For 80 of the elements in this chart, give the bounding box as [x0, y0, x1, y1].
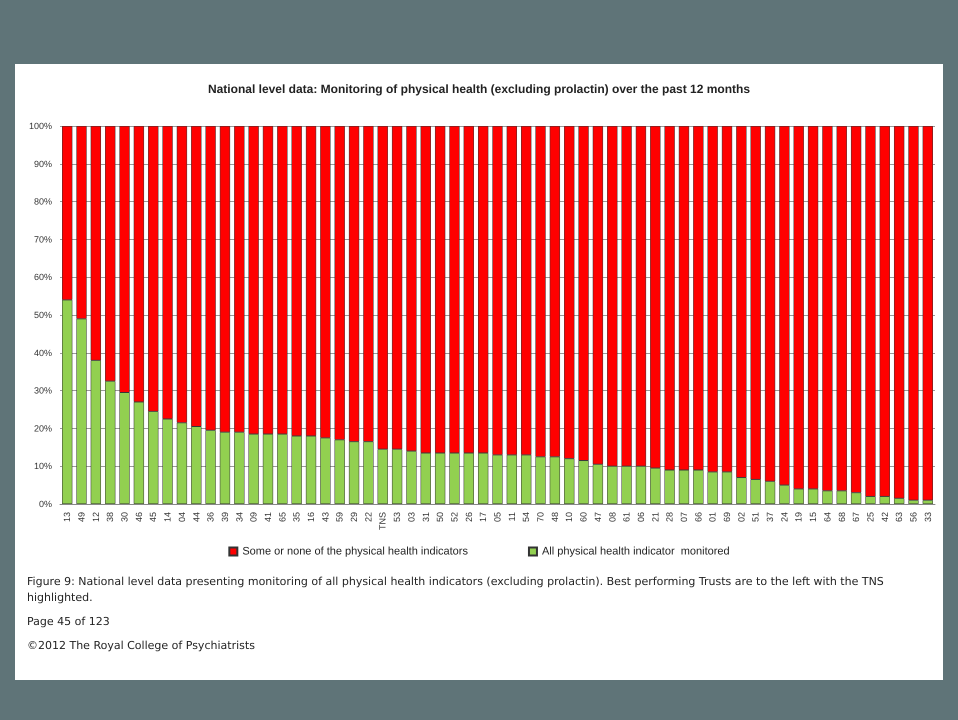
x-tick-label: 06 — [636, 512, 646, 522]
x-tick-label: 02 — [736, 512, 746, 522]
legend-label: All physical health indicator monitored — [542, 546, 730, 558]
x-tick-label: 51 — [750, 512, 761, 522]
x-tick-label: 60 — [578, 512, 589, 522]
x-tick-label: 29 — [349, 512, 360, 522]
y-tick-label: 90% — [34, 158, 52, 169]
bar — [908, 126, 919, 500]
x-tick-label: 70 — [536, 512, 546, 522]
x-tick-label: 07 — [678, 512, 689, 522]
x-tick-label: 03 — [406, 512, 416, 522]
x-tick-label: 33 — [922, 512, 933, 522]
x-tick-label: 37 — [765, 512, 776, 522]
y-tick-label: 100% — [28, 121, 52, 131]
x-tick-label: 46 — [134, 512, 144, 522]
text: ©2012 The Royal College of Psychiatrists — [27, 638, 256, 654]
x-tick-label: 38 — [105, 512, 116, 522]
x-tick-label: 43 — [320, 512, 330, 522]
x-tick-label: 24 — [779, 512, 790, 522]
x-tick-label: 63 — [894, 512, 904, 522]
y-tick-label: 0% — [38, 499, 52, 509]
x-tick-label: 11 — [506, 512, 517, 522]
x-tick-label: 28 — [664, 512, 675, 522]
y-tick-label: 40% — [34, 348, 52, 358]
text: Page 45 of 123 — [27, 614, 111, 630]
x-tick-label: 14 — [162, 512, 173, 522]
x-tick-label: 01 — [708, 512, 718, 522]
x-tick-label: 13 — [62, 512, 72, 522]
x-tick-label: 05 — [492, 512, 502, 522]
x-tick-label: 09 — [248, 512, 259, 522]
legend-label: Some or none of the physical health indicators — [242, 546, 468, 558]
x-tick-label: 08 — [607, 512, 618, 522]
x-tick-label: 04 — [176, 512, 187, 522]
x-tick-label: 54 — [521, 512, 532, 522]
y-tick-label: 70% — [34, 234, 52, 244]
x-tick-label: 65 — [277, 512, 288, 522]
y-tick-label: 30% — [34, 386, 52, 396]
x-tick-label: 48 — [550, 512, 560, 522]
x-tick-label: 30 — [120, 512, 130, 522]
x-tick-label: 42 — [880, 512, 890, 522]
x-tick-label: 50 — [435, 512, 446, 522]
x-tick-label: 53 — [392, 512, 402, 522]
chart-title: National level data: Monitoring of physical health (excluding prolactin) over the past 12 months — [208, 82, 750, 96]
x-tick-label: 44 — [191, 512, 202, 522]
x-tick-label: 64 — [822, 512, 832, 522]
x-tick-label: 41 — [262, 512, 273, 522]
x-tick-label: 61 — [622, 512, 632, 522]
x-tick-label: 49 — [76, 512, 87, 522]
x-tick-label: 25 — [865, 512, 876, 522]
y-tick-label: 50% — [34, 310, 52, 320]
y-tick-label: 10% — [34, 461, 52, 472]
caption: Figure 9: National level data presenting monitoring of all physical health indicators (excluding prolactin). Best performing Trusts are to the left with the TNS highlighted. — [27, 574, 885, 606]
y-tick-label: 20% — [34, 423, 52, 434]
y-tick-label: 60% — [34, 272, 52, 282]
x-tick-label: 17 — [478, 512, 488, 522]
x-tick-label: 39 — [220, 512, 230, 522]
x-tick-label: 68 — [836, 512, 847, 522]
x-tick-label: 15 — [808, 512, 818, 522]
x-tick-label: 59 — [334, 512, 345, 522]
x-tick-label: TNS — [378, 512, 388, 530]
x-tick-label: 16 — [306, 512, 316, 522]
x-tick-label: 22 — [363, 512, 374, 522]
y-tick-label: 80% — [34, 196, 52, 207]
x-tick-label: 26 — [464, 512, 474, 522]
x-tick-label: 31 — [420, 512, 431, 522]
bar — [922, 126, 933, 500]
x-tick-label: 10 — [564, 512, 574, 522]
x-tick-label: 67 — [851, 512, 862, 522]
x-tick-label: 45 — [148, 512, 158, 522]
x-tick-label: 12 — [90, 512, 101, 522]
x-tick-label: 19 — [794, 512, 804, 522]
x-tick-label: 52 — [449, 512, 460, 522]
x-tick-label: 47 — [592, 512, 603, 522]
x-tick-label: 66 — [693, 512, 704, 522]
x-tick-label: 35 — [292, 512, 302, 522]
x-tick-label: 21 — [650, 512, 660, 522]
x-tick-label: 56 — [908, 512, 918, 522]
x-tick-label: 69 — [722, 512, 732, 522]
x-tick-label: 36 — [206, 512, 216, 522]
x-tick-label: 34 — [234, 512, 244, 522]
